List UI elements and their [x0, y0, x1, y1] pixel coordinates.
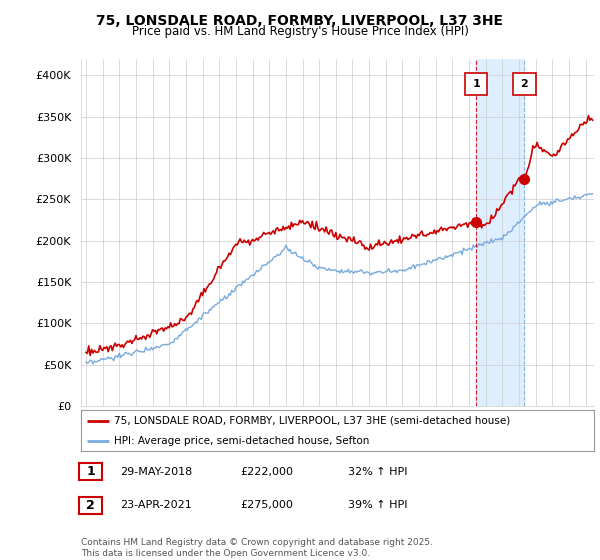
- Text: 32% ↑ HPI: 32% ↑ HPI: [348, 466, 407, 477]
- Text: HPI: Average price, semi-detached house, Sefton: HPI: Average price, semi-detached house,…: [115, 436, 370, 446]
- Text: 29-MAY-2018: 29-MAY-2018: [120, 466, 192, 477]
- Text: 39% ↑ HPI: 39% ↑ HPI: [348, 500, 407, 510]
- FancyBboxPatch shape: [513, 73, 536, 95]
- Text: 2: 2: [86, 498, 95, 512]
- Text: Contains HM Land Registry data © Crown copyright and database right 2025.
This d: Contains HM Land Registry data © Crown c…: [81, 538, 433, 558]
- Text: 2: 2: [521, 79, 528, 89]
- Text: 1: 1: [472, 79, 480, 89]
- FancyBboxPatch shape: [465, 73, 487, 95]
- Text: Price paid vs. HM Land Registry's House Price Index (HPI): Price paid vs. HM Land Registry's House …: [131, 25, 469, 38]
- Text: 75, LONSDALE ROAD, FORMBY, LIVERPOOL, L37 3HE: 75, LONSDALE ROAD, FORMBY, LIVERPOOL, L3…: [97, 14, 503, 28]
- Text: £275,000: £275,000: [240, 500, 293, 510]
- Text: £222,000: £222,000: [240, 466, 293, 477]
- Text: 1: 1: [86, 465, 95, 478]
- Text: 23-APR-2021: 23-APR-2021: [120, 500, 192, 510]
- Bar: [476, 59, 524, 406]
- Text: 75, LONSDALE ROAD, FORMBY, LIVERPOOL, L37 3HE (semi-detached house): 75, LONSDALE ROAD, FORMBY, LIVERPOOL, L3…: [115, 416, 511, 426]
